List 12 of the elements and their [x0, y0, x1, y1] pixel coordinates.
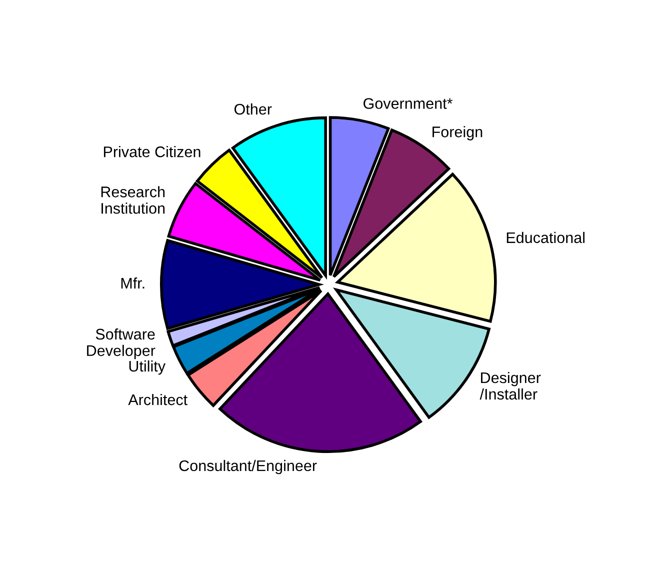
slice-label: Consultant/Engineer: [179, 460, 317, 474]
slice-label: Utility: [129, 360, 166, 375]
slice-label: Educational: [506, 232, 584, 244]
slice-label: Research Institution: [101, 186, 165, 214]
slice-label: Other: [234, 103, 272, 115]
slice-label: Software Developer: [87, 328, 156, 360]
slice-label: Designer /Installer: [480, 372, 541, 400]
slice-label: Private Citizen: [104, 146, 200, 158]
slice-label: Foreign: [432, 126, 482, 140]
slice-label: Architect: [128, 394, 188, 406]
slice-label: Mfr.: [121, 277, 144, 288]
slice-label: Government*: [364, 98, 453, 109]
